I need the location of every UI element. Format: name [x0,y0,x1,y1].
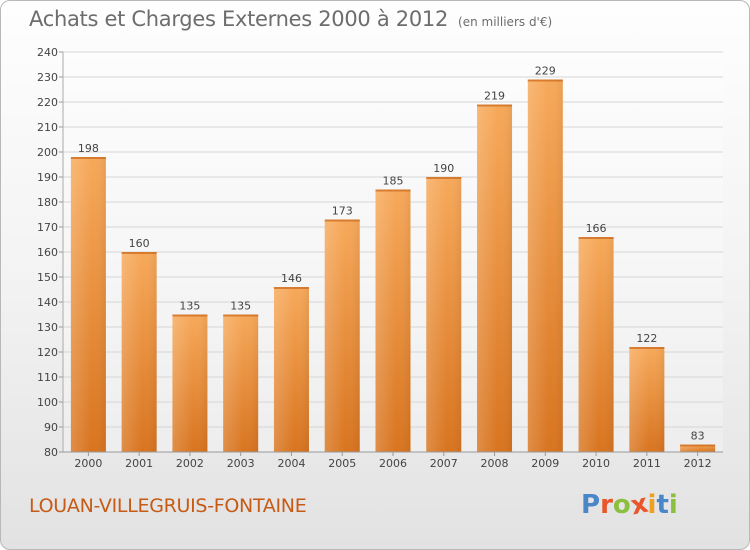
data-label: 219 [484,90,505,103]
y-axis: 80 90 100 110 120 130 140 150 160 170 180 190 200 210… [37,46,64,459]
y-tick-label: 200 [37,146,58,159]
y-tick-label: 140 [37,296,58,309]
data-label: 229 [535,65,556,78]
logo-letter: i [647,490,657,520]
logo-letter: i [668,490,678,520]
bar-top-edge [629,347,665,349]
logo-letter: o [612,490,631,520]
data-label: 166 [586,222,607,235]
bar-top-edge [680,444,716,447]
x-tick-label: 2010 [582,457,610,470]
bar-top-edge [578,237,614,239]
x-tick-label: 2011 [633,457,661,470]
x-tick-label: 2001 [125,457,153,470]
logo-letter: r [600,490,613,520]
bar-sheen [477,104,513,452]
bar-top-edge [70,157,106,159]
x-tick-label: 2008 [481,457,509,470]
bar-sheen [426,177,462,452]
data-label: 173 [332,205,353,218]
bar-sheen [70,157,106,452]
bar-top-edge [273,287,309,289]
chart-title: Achats et Charges Externes 2000 à 2012 (e… [29,7,552,31]
x-tick-label: 2002 [176,457,204,470]
bar-sheen [121,252,157,452]
y-tick-label: 110 [37,371,58,384]
data-label: 146 [281,272,302,285]
y-tick-label: 90 [44,421,58,434]
y-tick-label: 80 [44,446,58,459]
bars: 198 160 135 135 146 173 185 190 219 229 166 122 83 [70,65,716,452]
bar-top-edge [324,219,360,222]
x-tick-label: 2007 [430,457,458,470]
bar-sheen [375,189,411,452]
y-tick-label: 230 [37,71,58,84]
data-label: 122 [636,332,657,345]
bar-top-edge [375,189,411,192]
x-tick-label: 2009 [531,457,559,470]
data-label: 185 [383,175,404,188]
y-tick-label: 180 [37,196,58,209]
bar-sheen [273,287,309,452]
chart-unit: (en milliers d'€) [458,15,553,29]
y-tick-label: 130 [37,321,58,334]
bar-sheen [172,314,208,452]
y-tick-label: 170 [37,221,58,234]
y-tick-label: 160 [37,246,58,259]
bar-top-edge [477,104,513,107]
data-label: 160 [129,237,150,250]
y-tick-label: 120 [37,346,58,359]
logo-letter: P [581,490,601,520]
bar-top-edge [121,252,157,254]
data-label: 198 [78,142,99,155]
bar-sheen [629,347,665,452]
data-label: 190 [433,162,454,175]
x-tick-label: 2004 [277,457,305,470]
bar-sheen [680,444,716,452]
chart-title-text: Achats et Charges Externes 2000 à 2012 [29,7,449,31]
bar-top-edge [527,79,563,82]
y-tick-label: 220 [37,96,58,109]
logo-letter: t [656,490,669,520]
x-axis: 2000 2001 2002 2003 2004 2005 2006 2007 2008 2009… [63,451,723,470]
bar-sheen [324,219,360,452]
y-tick-label: 100 [37,396,58,409]
bar-top-edge [172,314,208,317]
y-tick-label: 240 [37,46,58,59]
data-label: 135 [230,300,251,313]
bar-sheen [527,79,563,452]
proxiti-logo: Proxiti [581,489,678,522]
y-tick-label: 150 [37,271,58,284]
bar-sheen [578,237,614,452]
bar-sheen [223,314,259,452]
x-tick-label: 2000 [74,457,102,470]
x-tick-label: 2003 [227,457,255,470]
x-tick-label: 2012 [684,457,712,470]
commune-name: LOUAN-VILLEGRUIS-FONTAINE [29,495,307,517]
data-label: 135 [179,300,200,313]
y-tick-label: 190 [37,171,58,184]
data-label: 83 [691,430,705,443]
bar-top-edge [426,177,462,179]
y-tick-label: 210 [37,121,58,134]
bar-top-edge [223,314,259,317]
x-tick-label: 2005 [328,457,356,470]
x-tick-label: 2006 [379,457,407,470]
